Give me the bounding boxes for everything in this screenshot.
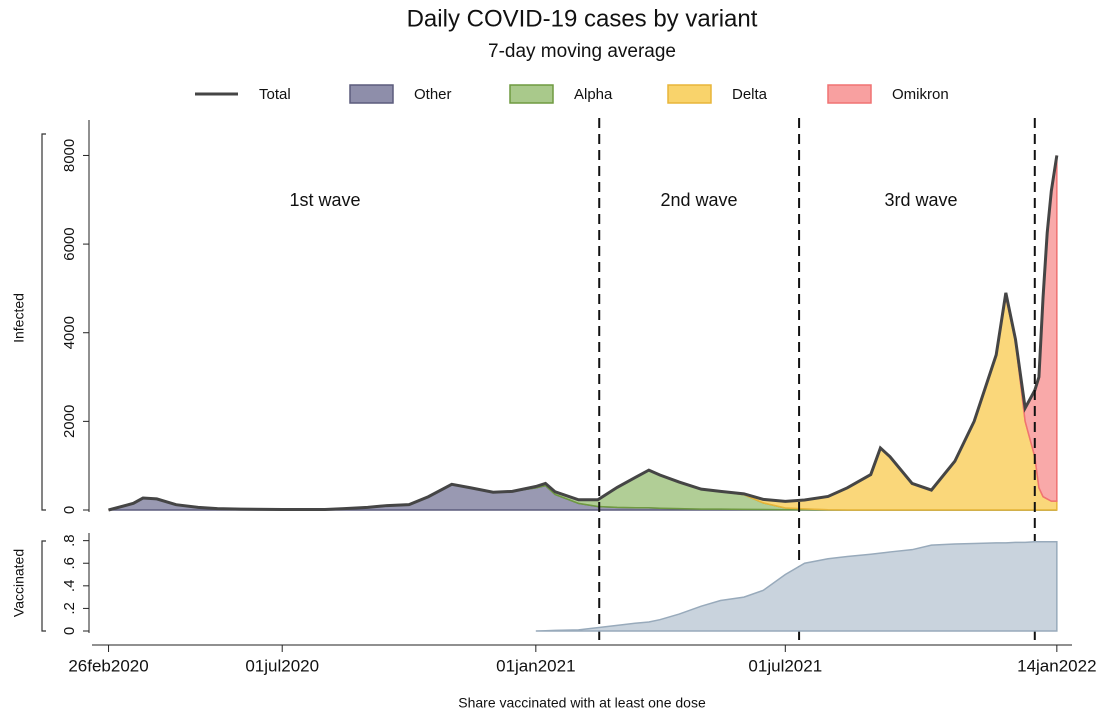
y-tick-label: 8000 — [61, 139, 78, 172]
legend-swatch — [667, 84, 712, 104]
y-tick-label: .4 — [61, 580, 78, 593]
x-tick-label: 01jan2021 — [496, 656, 575, 675]
annotation: 1st wave — [289, 190, 360, 210]
x-tick-label: 26feb2020 — [68, 656, 148, 675]
legend-label: Other — [414, 86, 452, 103]
y-tick-label: .6 — [61, 557, 78, 570]
y-tick-label: 4000 — [61, 316, 78, 349]
y-axis-label: Vaccinated — [11, 549, 27, 617]
y-tick-label: 0 — [61, 627, 78, 635]
area — [108, 297, 1058, 511]
y-tick-label: .2 — [61, 602, 78, 615]
y-axis-label: Infected — [11, 293, 27, 343]
legend-label: Delta — [732, 86, 768, 103]
legend-swatch — [349, 84, 394, 104]
legend-swatch — [827, 84, 872, 104]
x-tick-label: 01jul2021 — [748, 656, 822, 675]
x-tick-label: 14jan2022 — [1017, 656, 1096, 675]
axis-bracket — [41, 133, 46, 632]
x-axis-label: Share vaccinated with at least one dose — [458, 695, 706, 711]
x-tick-label: 01jul2020 — [245, 656, 319, 675]
y-tick-label: 2000 — [61, 405, 78, 438]
annotation: 2nd wave — [660, 190, 737, 210]
chart-title: Daily COVID-19 cases by variant — [407, 5, 758, 32]
chart-subtitle: 7-day moving average — [488, 41, 676, 62]
y-tick-label: 0 — [61, 506, 78, 514]
annotation: 3rd wave — [884, 190, 957, 210]
area — [535, 541, 1058, 632]
legend-label: Total — [259, 86, 291, 103]
legend-label: Alpha — [574, 86, 613, 103]
y-tick-label: .8 — [61, 534, 78, 547]
legend-swatch — [509, 84, 554, 104]
legend-label: Omikron — [892, 86, 949, 103]
line — [108, 155, 1059, 512]
y-tick-label: 6000 — [61, 227, 78, 260]
